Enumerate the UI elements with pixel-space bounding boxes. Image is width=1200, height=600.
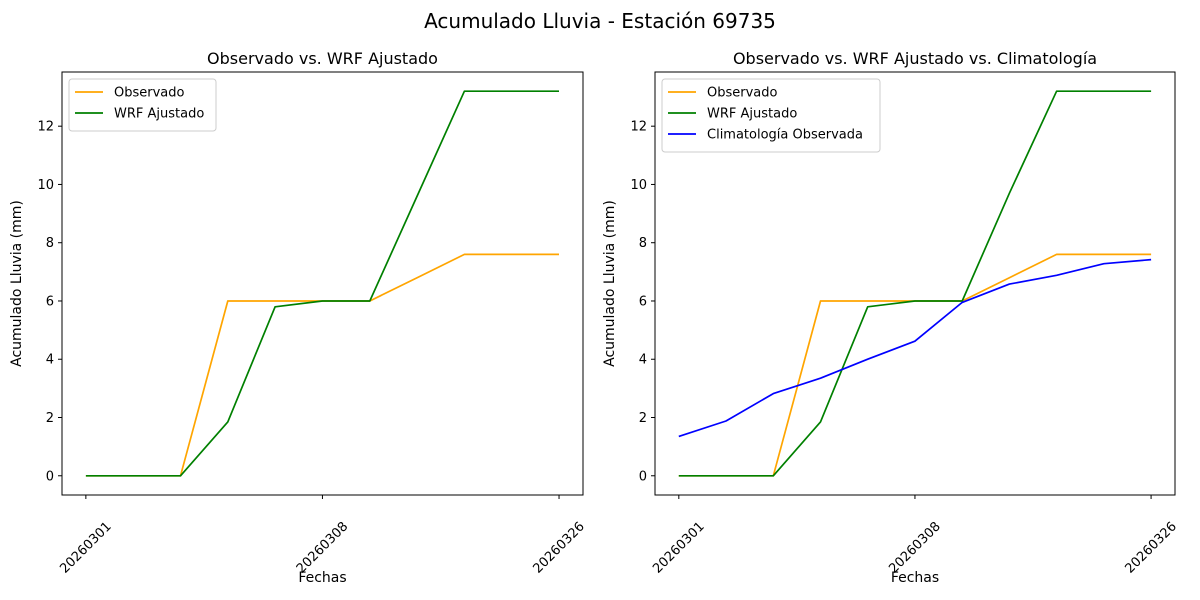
y-tick-label: 10	[37, 178, 54, 193]
y-tick-label: 8	[639, 236, 647, 251]
y-tick-label: 10	[630, 178, 647, 193]
y-tick-label: 2	[46, 411, 54, 426]
series-line-observado	[85, 253, 559, 477]
y-tick-label: 4	[46, 353, 54, 368]
y-tick-label: 6	[639, 294, 647, 309]
series-line-climatologia	[678, 258, 1152, 438]
x-tick-label: 20260301	[57, 519, 114, 576]
x-tick-label: 20260308	[294, 519, 351, 576]
axes-frame	[61, 71, 584, 496]
x-axis-label: Fechas	[298, 570, 346, 586]
y-tick-label: 6	[46, 294, 54, 309]
chart-title: Observado vs. WRF Ajustado vs. Climatolo…	[733, 49, 1097, 68]
y-tick-label: 12	[37, 120, 54, 135]
y-tick-label: 12	[630, 120, 647, 135]
legend-label: WRF Ajustado	[114, 107, 204, 122]
legend-label: WRF Ajustado	[707, 107, 797, 122]
series-line-wrf	[85, 90, 559, 477]
legend-label: Climatología Observada	[707, 128, 863, 143]
series-line-wrf	[678, 90, 1152, 477]
x-axis-label: Fechas	[891, 570, 939, 586]
legend	[68, 78, 217, 132]
y-tick-label: 4	[639, 353, 647, 368]
y-tick-label: 0	[46, 469, 54, 484]
figure-title: Acumulado Lluvia - Estación 69735	[424, 9, 776, 33]
chart-title: Observado vs. WRF Ajustado	[207, 49, 438, 68]
left-chart: Observado vs. WRF Ajustado 0 2 4 6 8 10 12 20260…	[9, 49, 588, 586]
y-axis-label: Acumulado Lluvia (mm)	[9, 200, 25, 367]
y-tick-label: 2	[639, 411, 647, 426]
right-chart: Observado vs. WRF Ajustado vs. Climatolo…	[602, 49, 1180, 586]
y-tick-label: 0	[639, 469, 647, 484]
x-tick-label: 20260326	[530, 519, 587, 576]
series-line-observado	[678, 253, 1152, 477]
x-tick-label: 20260326	[1123, 519, 1180, 576]
x-tick-label: 20260301	[650, 519, 707, 576]
x-tick-label: 20260308	[886, 519, 943, 576]
legend-label: Observado	[114, 86, 185, 101]
y-tick-label: 8	[46, 236, 54, 251]
y-axis-label: Acumulado Lluvia (mm)	[602, 200, 618, 367]
legend-label: Observado	[707, 86, 778, 101]
legend	[661, 78, 881, 153]
